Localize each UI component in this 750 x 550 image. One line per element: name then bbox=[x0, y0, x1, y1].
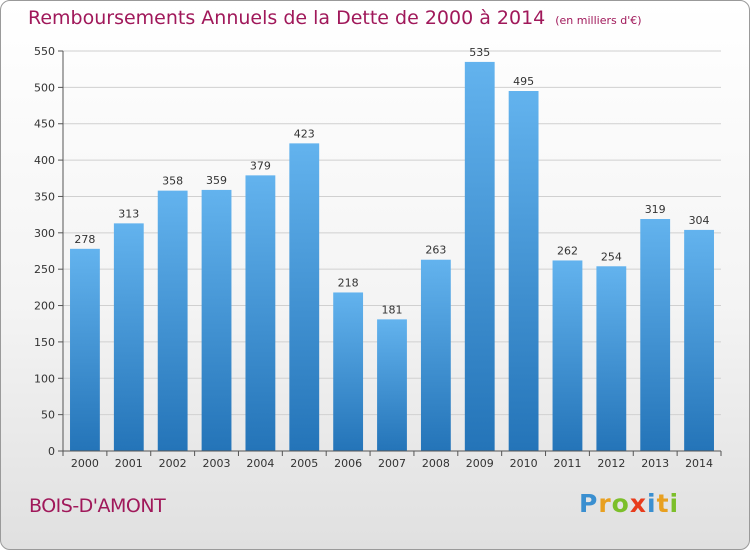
value-label: 535 bbox=[469, 46, 490, 59]
y-tick-label: 350 bbox=[34, 190, 55, 203]
bar bbox=[508, 91, 539, 451]
value-label: 304 bbox=[689, 214, 710, 227]
bars bbox=[70, 61, 714, 452]
x-tick-label: 2009 bbox=[466, 457, 494, 470]
bar bbox=[289, 143, 320, 451]
value-label: 319 bbox=[645, 203, 666, 216]
chart-subtitle: (en milliers d'€) bbox=[555, 14, 642, 27]
bar bbox=[552, 260, 583, 451]
bar bbox=[70, 248, 100, 451]
bar bbox=[464, 61, 495, 452]
x-tick-label: 2014 bbox=[685, 457, 713, 470]
value-label: 263 bbox=[425, 244, 446, 257]
bar bbox=[420, 259, 451, 451]
value-label: 359 bbox=[206, 174, 227, 187]
bar bbox=[201, 189, 232, 451]
y-tick-label: 500 bbox=[34, 81, 55, 94]
y-tick-label: 450 bbox=[34, 118, 55, 131]
commune-name: BOIS-D'AMONT bbox=[29, 495, 166, 517]
value-label: 423 bbox=[294, 127, 315, 140]
bar bbox=[157, 190, 188, 452]
labels: 0 50 100 150 200 250 300 350 400 450 500 550 278 2000… bbox=[34, 45, 713, 470]
x-tick-label: 2013 bbox=[641, 457, 669, 470]
bar bbox=[596, 266, 627, 451]
y-tick-label: 550 bbox=[34, 45, 55, 58]
x-tick-label: 2011 bbox=[553, 457, 581, 470]
y-tick-label: 300 bbox=[34, 227, 55, 240]
value-label: 218 bbox=[338, 276, 359, 289]
y-tick-label: 200 bbox=[34, 300, 55, 313]
y-tick-label: 250 bbox=[34, 263, 55, 276]
bar bbox=[113, 223, 144, 451]
y-tick-label: 0 bbox=[48, 445, 55, 458]
bar bbox=[245, 175, 276, 451]
bar bbox=[684, 229, 714, 451]
value-label: 278 bbox=[74, 233, 95, 246]
chart-title: Remboursements Annuels de la Dette de 20… bbox=[28, 7, 642, 29]
value-label: 254 bbox=[601, 250, 622, 263]
bar bbox=[377, 319, 407, 451]
x-tick-label: 2000 bbox=[71, 457, 99, 470]
x-tick-label: 2002 bbox=[159, 457, 187, 470]
x-tick-label: 2003 bbox=[203, 457, 231, 470]
proxiti-logo: Proxiti bbox=[579, 489, 680, 518]
axes bbox=[58, 50, 722, 456]
bar bbox=[640, 219, 671, 451]
y-tick-label: 50 bbox=[41, 409, 55, 422]
y-tick-label: 100 bbox=[34, 372, 55, 385]
value-label: 262 bbox=[557, 244, 578, 257]
x-tick-label: 2010 bbox=[510, 457, 538, 470]
x-tick-label: 2004 bbox=[246, 457, 274, 470]
x-tick-label: 2001 bbox=[115, 457, 143, 470]
chart-title-text: Remboursements Annuels de la Dette de 20… bbox=[28, 7, 546, 29]
x-tick-label: 2006 bbox=[334, 457, 362, 470]
value-label: 379 bbox=[250, 159, 271, 172]
value-label: 358 bbox=[162, 175, 183, 188]
x-tick-label: 2008 bbox=[422, 457, 450, 470]
x-tick-label: 2005 bbox=[290, 457, 318, 470]
value-label: 313 bbox=[118, 207, 139, 220]
x-tick-label: 2012 bbox=[597, 457, 625, 470]
x-tick-label: 2007 bbox=[378, 457, 406, 470]
bar bbox=[333, 292, 364, 451]
value-label: 495 bbox=[513, 75, 534, 88]
value-label: 181 bbox=[382, 303, 403, 316]
y-tick-label: 150 bbox=[34, 336, 55, 349]
y-tick-label: 400 bbox=[34, 154, 55, 167]
